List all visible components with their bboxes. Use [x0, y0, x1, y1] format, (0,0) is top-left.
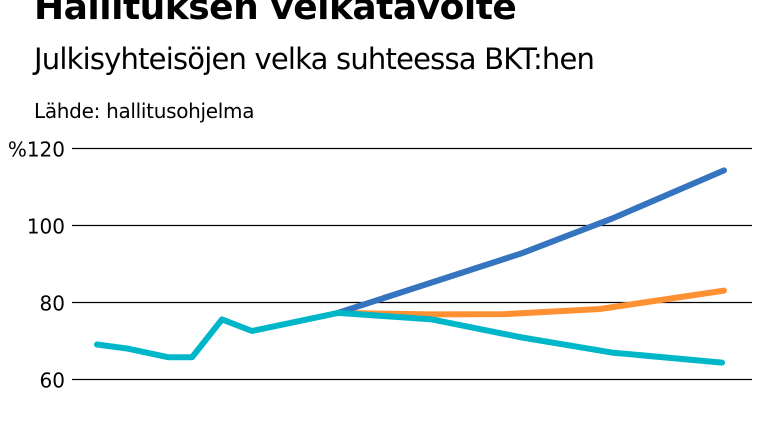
series-line-0 [94, 309, 725, 366]
series-line-2 [335, 287, 727, 318]
y-tick-label: 100 [27, 215, 65, 239]
y-tick-label: 80 [40, 292, 65, 316]
y-tick-label: %120 [8, 138, 65, 162]
chart-source: Lähde: hallitusohjelma [34, 99, 255, 123]
chart-title: Hallituksen velkatavoite [34, 0, 517, 28]
series-line-1 [335, 167, 727, 316]
chart-subtitle: Julkisyhteisöjen velka suhteessa BKT:hen [34, 42, 595, 76]
y-tick-label: 60 [40, 369, 65, 393]
